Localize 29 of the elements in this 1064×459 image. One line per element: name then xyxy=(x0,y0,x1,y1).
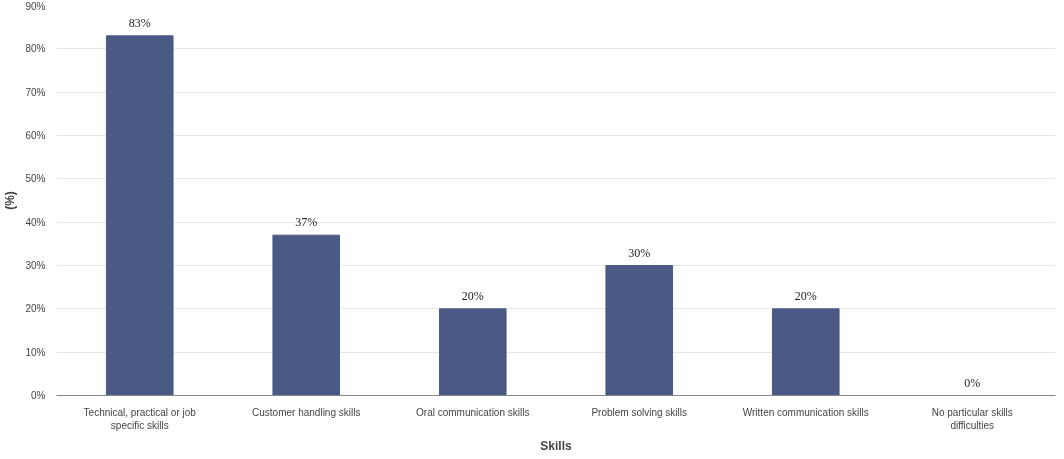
bar xyxy=(438,308,507,396)
y-tick-label: 10% xyxy=(25,346,46,358)
x-axis-title: Skills xyxy=(540,438,572,453)
bar xyxy=(105,35,174,396)
data-label: 30% xyxy=(628,245,651,260)
x-tick-label: Problem solving skills xyxy=(591,406,688,418)
data-label: 83% xyxy=(128,15,151,30)
y-tick-label: 30% xyxy=(25,260,46,271)
data-label: 37% xyxy=(295,215,318,230)
data-label: 0% xyxy=(964,375,981,390)
y-tick-label: 60% xyxy=(25,130,46,141)
data-label: 20% xyxy=(794,288,817,303)
y-tick-label: 90% xyxy=(25,0,46,12)
x-tick-label: Customer handling skills xyxy=(252,406,361,418)
data-label: 20% xyxy=(461,288,484,303)
bar xyxy=(771,308,840,396)
y-tick-label: 20% xyxy=(25,303,46,315)
y-tick-label: 80% xyxy=(25,43,46,55)
y-tick-label: 0% xyxy=(31,390,46,401)
y-tick-label: 50% xyxy=(25,173,46,185)
bar xyxy=(272,234,341,396)
x-tick-label: Oral communication skills xyxy=(416,406,530,418)
x-tick-label: No particular skills difficulties xyxy=(931,406,1013,431)
y-axis-title: (%) xyxy=(3,191,18,210)
x-tick-label: Written communication skills xyxy=(742,406,869,418)
y-tick-label: 40% xyxy=(25,216,46,228)
x-tick-label: Technical, practical or job specific skills xyxy=(83,406,197,431)
bar xyxy=(605,265,674,396)
y-tick-label: 70% xyxy=(25,86,46,98)
